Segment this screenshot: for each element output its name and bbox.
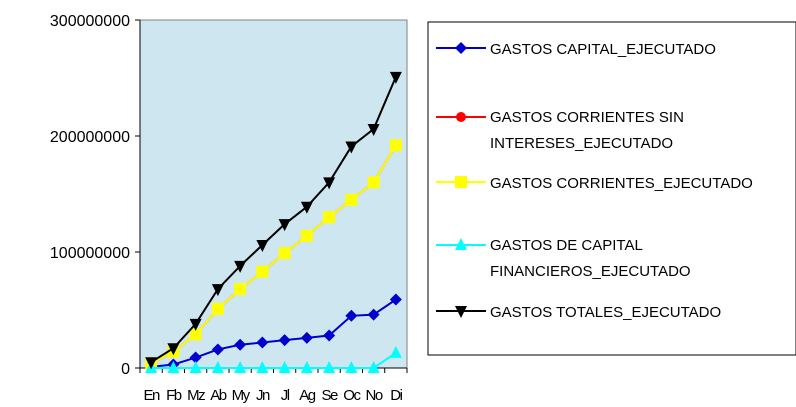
legend-label: GASTOS DE CAPITAL	[490, 237, 643, 254]
x-tick-label: Jn	[256, 387, 270, 404]
data-point	[256, 336, 269, 349]
data-point	[300, 229, 313, 242]
x-tick-label: Ab	[210, 387, 227, 404]
legend-marker	[455, 306, 467, 318]
data-point	[256, 240, 269, 253]
data-point	[167, 343, 180, 356]
data-point	[389, 293, 402, 306]
legend-entry-3: GASTOS CORRIENTES_EJECUTADO	[436, 175, 753, 192]
plot-area	[139, 19, 408, 369]
x-tick-label: Oc	[343, 387, 361, 404]
legend-label: GASTOS CORRIENTES SIN	[490, 109, 684, 126]
x-tick-label: Fb	[166, 387, 182, 404]
data-point	[189, 318, 202, 331]
data-point	[211, 284, 224, 297]
data-point	[345, 193, 358, 206]
data-point	[211, 361, 224, 373]
data-point	[323, 211, 336, 224]
data-point	[367, 308, 380, 321]
data-point	[189, 361, 202, 373]
data-point	[256, 361, 269, 373]
legend-entry-1: GASTOS CAPITAL_EJECUTADO	[436, 41, 716, 58]
x-tick-label: Mz	[187, 387, 205, 404]
y-tick-label: 100000000	[50, 245, 130, 262]
data-point	[278, 361, 291, 373]
x-tick-label: Se	[321, 387, 338, 404]
data-point	[234, 283, 247, 296]
data-point	[300, 331, 313, 344]
axis-ticks: 0 100000000 200000000 300000000 En Fb Mz Ab My Jn…	[50, 13, 408, 404]
x-tick-label: My	[232, 387, 251, 404]
series-1	[145, 293, 402, 373]
data-point	[234, 338, 247, 351]
data-point	[278, 247, 291, 260]
data-point	[189, 328, 202, 341]
data-point	[300, 201, 313, 214]
legend: GASTOS CAPITAL_EJECUTADO GASTOS CORRIENTE…	[436, 41, 753, 321]
data-point	[345, 361, 358, 373]
data-point	[167, 361, 180, 373]
legend-label: GASTOS CAPITAL_EJECUTADO	[490, 41, 716, 58]
legend-entry-2: GASTOS CORRIENTES SIN INTERESES_EJECUTADO	[436, 109, 684, 152]
series-5	[145, 71, 402, 370]
legend-label: GASTOS CORRIENTES_EJECUTADO	[490, 175, 753, 192]
legend-marker	[456, 112, 466, 122]
data-point	[145, 357, 158, 370]
data-point	[367, 361, 380, 373]
data-point	[389, 71, 402, 84]
data-point	[323, 329, 336, 342]
series-layer	[145, 71, 402, 373]
data-point	[211, 302, 224, 315]
data-point	[300, 361, 313, 373]
legend-label: INTERESES_EJECUTADO	[490, 135, 673, 152]
data-point	[278, 219, 291, 232]
data-point	[345, 141, 358, 154]
x-tick-label: En	[143, 387, 160, 404]
y-tick-label: 0	[121, 361, 130, 378]
data-point	[389, 139, 402, 152]
x-tick-label: Jl	[281, 387, 290, 404]
y-tick-label: 200000000	[50, 129, 130, 146]
legend-marker	[455, 176, 467, 188]
data-point	[323, 361, 336, 373]
legend-label: FINANCIEROS_EJECUTADO	[490, 263, 691, 280]
legend-label: GASTOS TOTALES_EJECUTADO	[490, 304, 721, 321]
legend-box	[427, 21, 796, 356]
data-point	[256, 265, 269, 278]
x-tick-label: Ag	[299, 387, 316, 404]
legend-entry-5: GASTOS TOTALES_EJECUTADO	[436, 304, 721, 321]
data-point	[345, 309, 358, 322]
series-3	[145, 139, 402, 370]
data-point	[189, 351, 202, 364]
series-4	[145, 345, 402, 373]
data-point	[234, 361, 247, 373]
data-point	[323, 177, 336, 190]
data-point	[367, 124, 380, 137]
data-point	[278, 334, 291, 347]
legend-entry-4: GASTOS DE CAPITAL FINANCIEROS_EJECUTADO	[436, 237, 691, 280]
legend-marker	[455, 238, 467, 250]
data-point	[367, 176, 380, 189]
x-tick-label: No	[366, 387, 383, 404]
series-line	[151, 352, 397, 369]
data-point	[234, 260, 247, 273]
data-point	[211, 343, 224, 356]
x-tick-label: Di	[390, 387, 402, 404]
data-point	[389, 345, 402, 358]
y-tick-label: 300000000	[50, 13, 130, 30]
legend-marker	[455, 42, 467, 54]
